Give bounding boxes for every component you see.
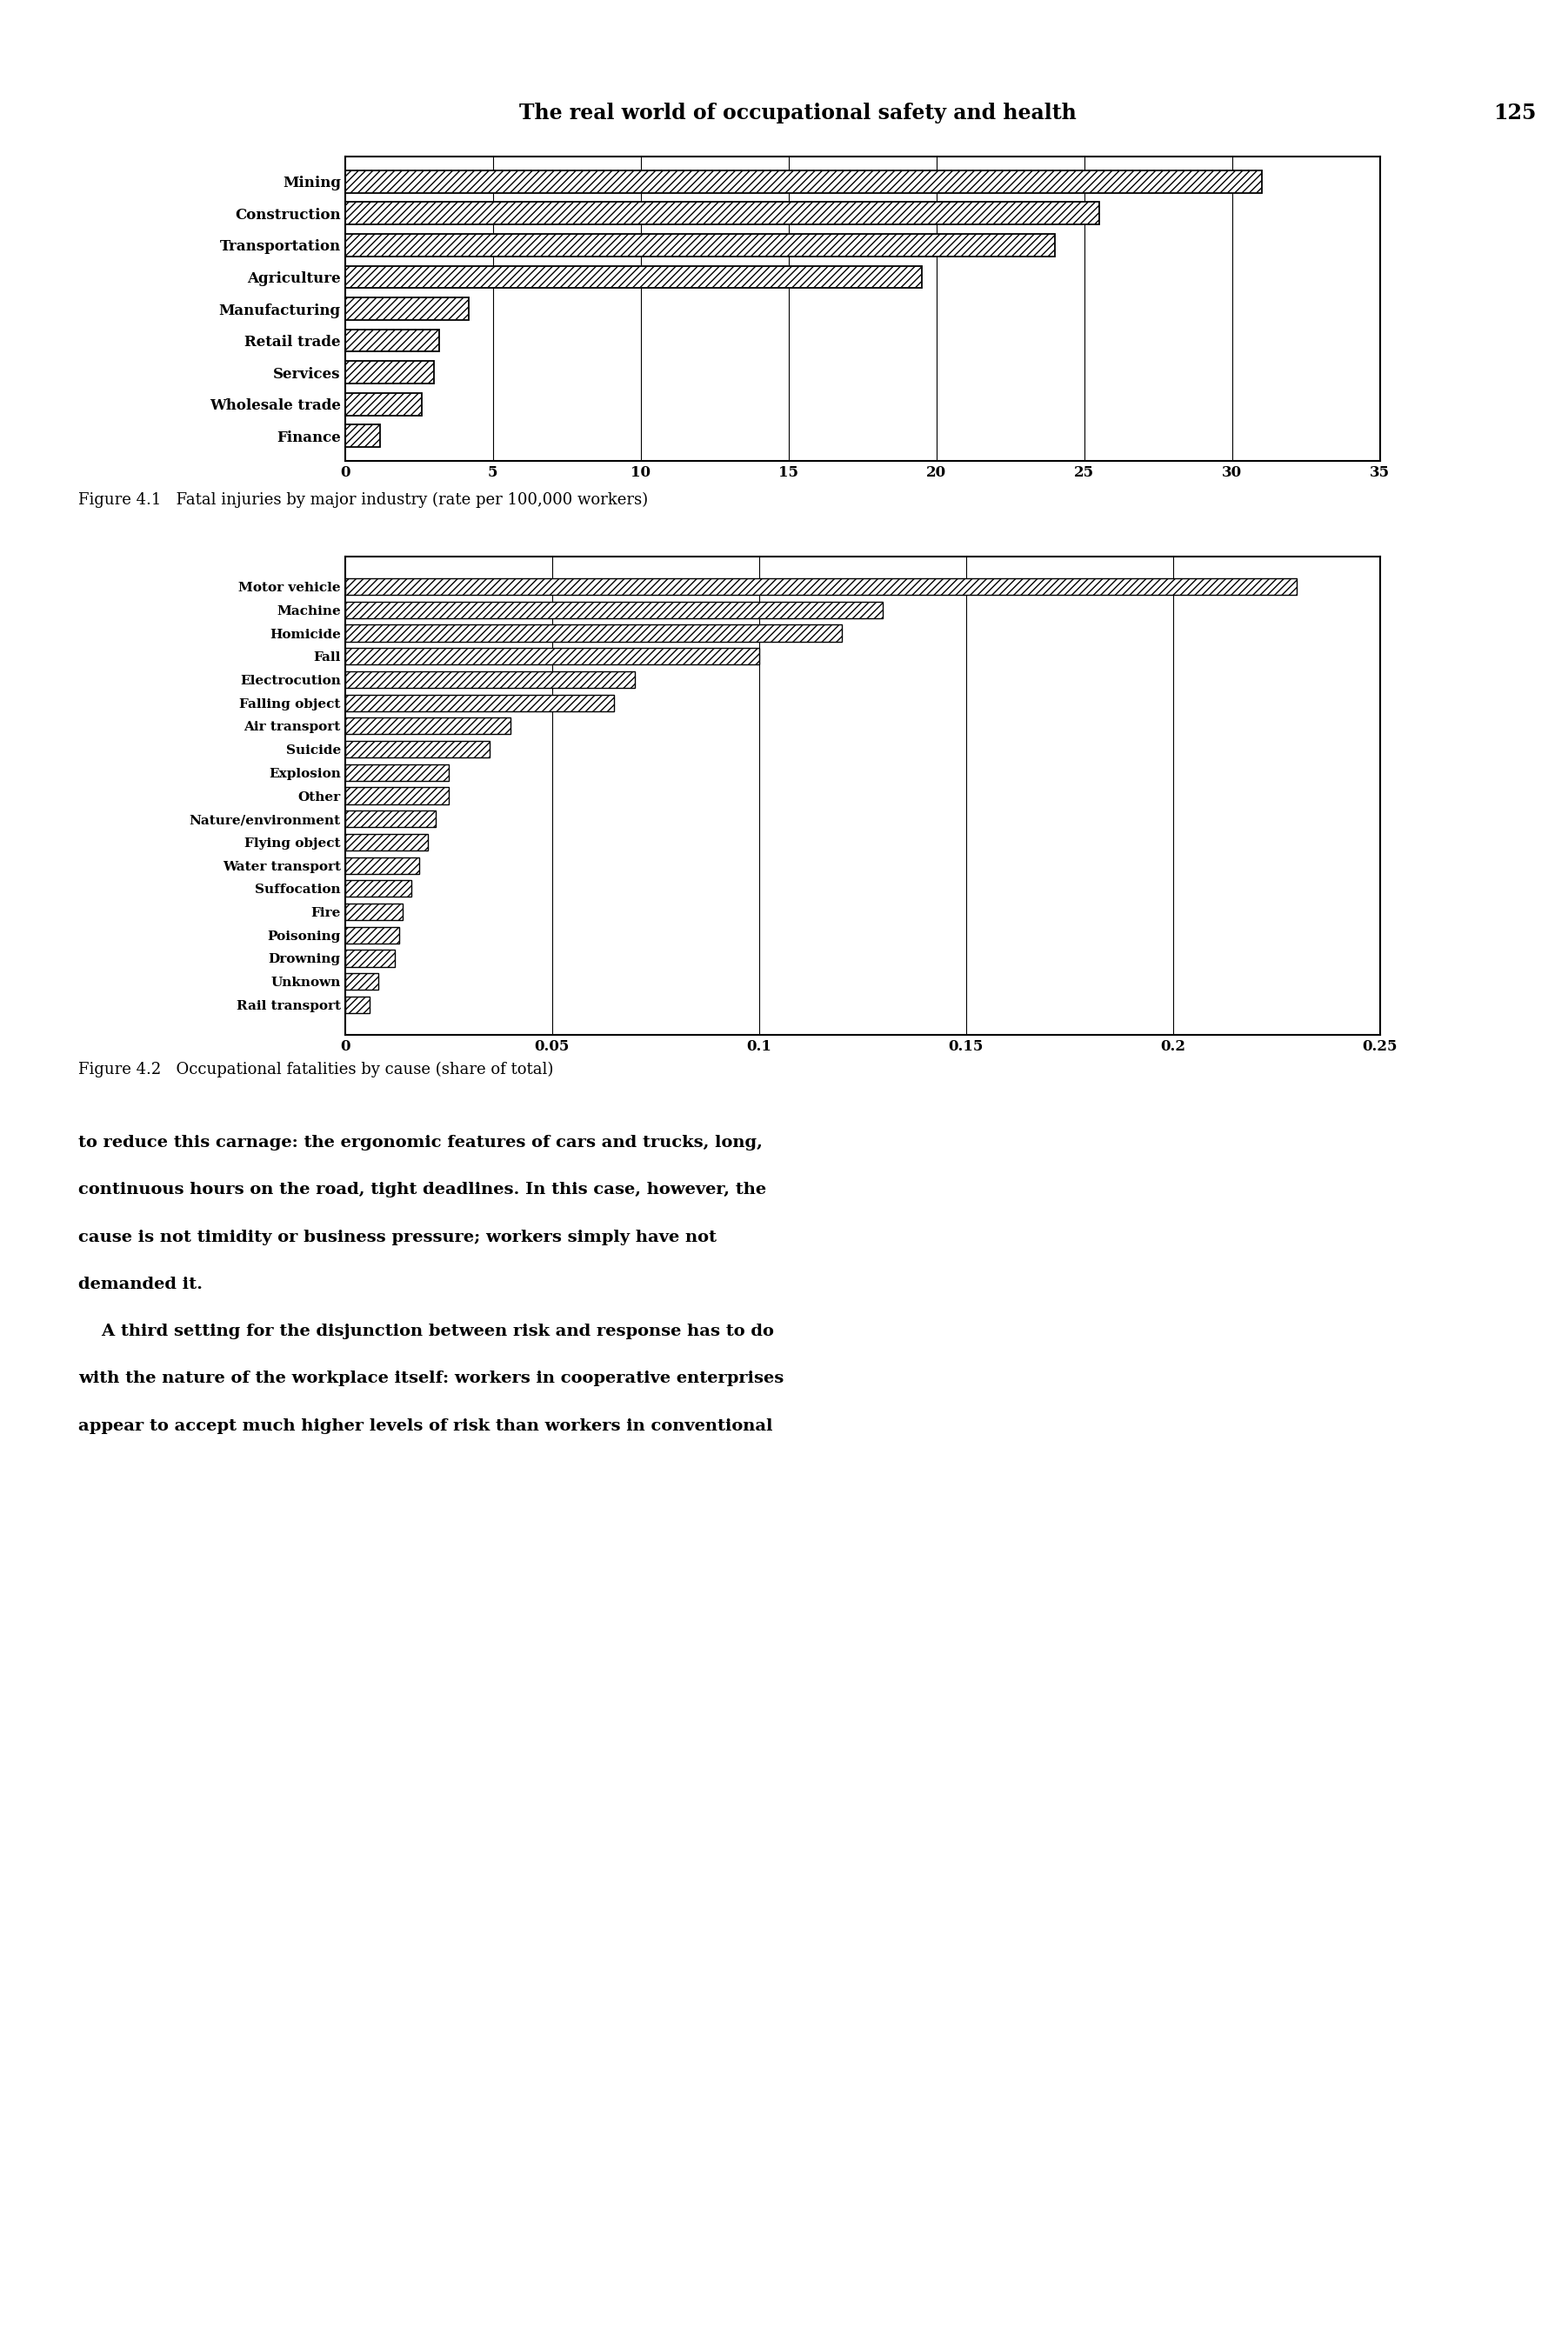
Bar [345, 787, 448, 803]
Bar [345, 672, 635, 688]
Text: to reduce this carnage: the ergonomic features of cars and trucks, long,: to reduce this carnage: the ergonomic fe… [78, 1134, 762, 1151]
Bar [345, 425, 381, 446]
Text: Figure 4.1   Fatal injuries by major industry (rate per 100,000 workers): Figure 4.1 Fatal injuries by major indus… [78, 493, 648, 507]
Text: The real world of occupational safety and health: The real world of occupational safety an… [519, 103, 1076, 124]
Bar [345, 265, 922, 289]
Bar [345, 171, 1262, 193]
Bar [345, 718, 511, 735]
Bar [345, 904, 403, 920]
Bar [345, 810, 436, 826]
Text: 125: 125 [1494, 103, 1537, 124]
Bar [345, 695, 615, 711]
Text: with the nature of the workplace itself: workers in cooperative enterprises: with the nature of the workplace itself:… [78, 1371, 784, 1388]
Bar [345, 202, 1099, 225]
Text: demanded it.: demanded it. [78, 1277, 202, 1291]
Bar [345, 235, 1055, 256]
Bar [345, 880, 411, 897]
Bar [345, 392, 422, 416]
Bar [345, 601, 883, 618]
Bar [345, 329, 439, 352]
Text: Figure 4.2   Occupational fatalities by cause (share of total): Figure 4.2 Occupational fatalities by ca… [78, 1061, 554, 1078]
Bar [345, 362, 434, 383]
Bar [345, 951, 395, 967]
Bar [345, 996, 370, 1012]
Bar [345, 742, 489, 758]
Bar [345, 972, 378, 991]
Bar [345, 834, 428, 850]
Bar [345, 578, 1297, 594]
Bar [345, 648, 759, 664]
Bar [345, 857, 420, 873]
Bar [345, 763, 448, 782]
Text: appear to accept much higher levels of risk than workers in conventional: appear to accept much higher levels of r… [78, 1418, 773, 1435]
Bar [345, 625, 842, 641]
Text: continuous hours on the road, tight deadlines. In this case, however, the: continuous hours on the road, tight dead… [78, 1181, 767, 1197]
Text: A third setting for the disjunction between risk and response has to do: A third setting for the disjunction betw… [78, 1324, 775, 1338]
Text: cause is not timidity or business pressure; workers simply have not: cause is not timidity or business pressu… [78, 1230, 717, 1244]
Bar [345, 298, 469, 319]
Bar [345, 927, 398, 944]
